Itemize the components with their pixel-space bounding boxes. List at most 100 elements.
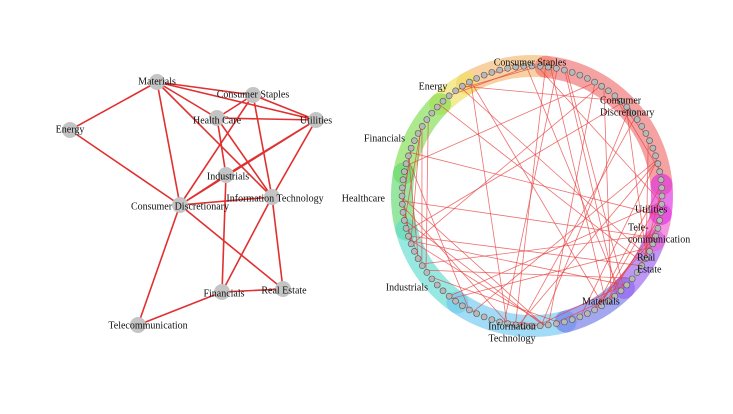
node: [405, 232, 412, 240]
node: [623, 281, 631, 289]
edge: [470, 81, 604, 306]
group-label: Real: [637, 252, 656, 263]
node: [652, 152, 659, 160]
node: [439, 97, 447, 105]
edge: [411, 85, 601, 246]
edge: [641, 188, 663, 266]
node: [439, 287, 447, 295]
node: [275, 281, 291, 297]
edge: [179, 174, 227, 206]
node: [657, 176, 665, 184]
node-label: Health Care: [193, 115, 242, 126]
node: [407, 240, 415, 248]
node-label: Telecommunication: [108, 320, 187, 331]
node: [633, 116, 641, 123]
node: [445, 292, 453, 300]
edge: [652, 147, 661, 172]
edge: [564, 70, 618, 295]
node: [658, 200, 666, 208]
node: [411, 248, 418, 255]
edge: [69, 129, 181, 206]
left-network: Materials Energy Consumer Staples Health Ca…: [56, 74, 332, 333]
node: [473, 75, 480, 82]
node: [214, 284, 230, 300]
edge: [548, 82, 596, 326]
node: [459, 302, 466, 310]
edge: [403, 219, 544, 326]
group-label: Discretionary: [600, 107, 654, 118]
node-label: Financials: [203, 288, 244, 299]
group-label: Financials: [364, 133, 405, 144]
node: [638, 262, 646, 269]
node: [553, 65, 560, 72]
group-label: Consumer Staples: [494, 57, 567, 68]
edge: [221, 288, 284, 293]
node: [528, 62, 536, 70]
node: [402, 160, 410, 167]
edge: [402, 200, 656, 239]
node: [428, 275, 436, 283]
node-label: Information Technology: [226, 193, 323, 204]
node: [568, 69, 576, 76]
node: [512, 63, 520, 71]
node: [130, 317, 146, 333]
node-label: Utilities: [300, 115, 332, 126]
edge: [404, 128, 422, 222]
node: [399, 176, 407, 184]
node: [654, 225, 662, 232]
node: [308, 112, 324, 128]
node: [433, 103, 441, 111]
node: [401, 217, 408, 224]
node: [407, 144, 415, 152]
edge: [137, 204, 181, 326]
node: [657, 208, 665, 216]
edge: [179, 204, 284, 290]
edge: [536, 65, 663, 204]
node: [423, 269, 431, 276]
right-network: Consumer Staples Energy ConsumerDiscretion…: [342, 55, 690, 344]
node-label: Consumer Discretionary: [131, 201, 229, 212]
edge: [221, 196, 273, 293]
node: [528, 322, 536, 330]
node: [512, 321, 520, 329]
node: [423, 116, 431, 123]
edge: [613, 94, 660, 171]
node: [218, 167, 234, 183]
node: [544, 321, 552, 329]
edge: [252, 94, 273, 198]
edge: [179, 94, 254, 206]
node: [496, 66, 503, 74]
edge: [449, 201, 663, 297]
edge: [405, 82, 596, 167]
edge: [69, 81, 158, 131]
node: [433, 281, 441, 289]
node: [418, 123, 426, 130]
node: [658, 192, 666, 200]
edge: [407, 157, 470, 310]
edge: [460, 87, 648, 257]
edge: [410, 129, 421, 244]
edge: [525, 65, 621, 292]
node: [652, 232, 659, 240]
node: [591, 78, 598, 86]
edge: [137, 291, 223, 326]
node: [209, 110, 225, 126]
node-label: Materials: [138, 76, 176, 87]
edge: [179, 196, 273, 206]
node: [245, 87, 261, 103]
edge: [515, 66, 546, 325]
node: [466, 306, 473, 314]
node: [576, 313, 584, 321]
edge: [595, 226, 659, 310]
edge: [580, 160, 658, 317]
node: [411, 137, 418, 144]
edge: [406, 102, 623, 232]
edge: [519, 116, 636, 326]
group-label: Energy: [419, 81, 448, 92]
node: [598, 82, 605, 90]
node: [402, 225, 410, 232]
node: [466, 78, 473, 86]
edge: [625, 106, 647, 258]
node-label: Industrials: [207, 171, 249, 182]
edge: [156, 81, 181, 206]
